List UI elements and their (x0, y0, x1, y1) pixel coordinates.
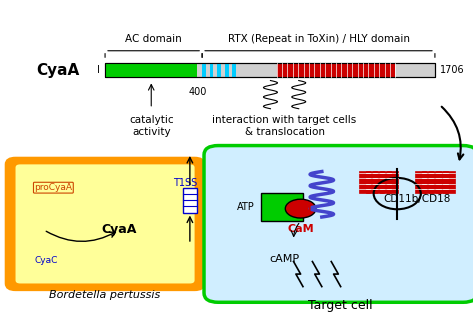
Text: CyaC: CyaC (35, 256, 58, 265)
FancyBboxPatch shape (415, 171, 427, 193)
Text: RTX (Repeat in ToXin) / HLY domain: RTX (Repeat in ToXin) / HLY domain (228, 35, 410, 44)
FancyBboxPatch shape (105, 63, 435, 77)
Ellipse shape (285, 199, 316, 218)
FancyBboxPatch shape (210, 63, 213, 77)
Bar (183, 188, 197, 213)
FancyBboxPatch shape (261, 193, 303, 221)
FancyBboxPatch shape (365, 171, 377, 193)
FancyBboxPatch shape (387, 171, 398, 193)
Text: ATP: ATP (237, 202, 255, 212)
FancyBboxPatch shape (202, 63, 206, 77)
FancyBboxPatch shape (277, 63, 395, 77)
FancyBboxPatch shape (380, 171, 391, 193)
FancyBboxPatch shape (217, 63, 221, 77)
Text: 1706: 1706 (439, 65, 464, 75)
Text: AC domain: AC domain (125, 35, 182, 44)
Text: Bordetella pertussis: Bordetella pertussis (49, 290, 161, 300)
FancyBboxPatch shape (443, 171, 455, 193)
Text: catalytic
activity: catalytic activity (129, 115, 173, 137)
Text: CyaA: CyaA (36, 63, 80, 78)
Text: Target cell: Target cell (309, 299, 373, 312)
FancyBboxPatch shape (358, 171, 370, 193)
Text: CD11b/CD18: CD11b/CD18 (383, 194, 450, 204)
FancyBboxPatch shape (429, 171, 440, 193)
FancyBboxPatch shape (204, 146, 474, 302)
FancyBboxPatch shape (373, 171, 384, 193)
Text: CyaA: CyaA (101, 223, 137, 236)
Text: interaction with target cells
& translocation: interaction with target cells & transloc… (212, 115, 357, 137)
FancyBboxPatch shape (225, 63, 228, 77)
FancyBboxPatch shape (422, 171, 434, 193)
Text: T1SS: T1SS (173, 178, 197, 188)
Text: cAMP: cAMP (269, 254, 299, 264)
Text: I: I (98, 65, 100, 75)
FancyBboxPatch shape (105, 63, 197, 77)
Text: proCyaA: proCyaA (35, 183, 73, 192)
FancyBboxPatch shape (437, 171, 447, 193)
Text: CaM: CaM (289, 204, 312, 214)
FancyBboxPatch shape (6, 158, 204, 290)
FancyBboxPatch shape (16, 165, 195, 283)
Text: CaM: CaM (287, 224, 314, 234)
Text: 400: 400 (188, 87, 207, 97)
FancyBboxPatch shape (232, 63, 236, 77)
